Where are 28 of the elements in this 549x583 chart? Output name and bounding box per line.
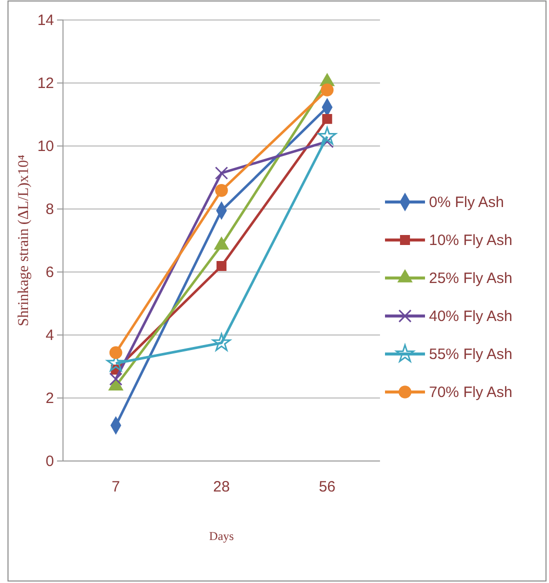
point <box>322 114 332 124</box>
legend-label: 10% Fly Ash <box>429 232 512 249</box>
point <box>214 166 228 180</box>
legend-label: 25% Fly Ash <box>429 270 512 287</box>
y-axis-title: Shrinkage strain (ΔL/L)x10⁴ <box>16 154 32 326</box>
x-axis-title: Days <box>209 529 234 543</box>
y-tick-label: 6 <box>46 264 54 281</box>
y-tick-label: 2 <box>46 390 54 407</box>
legend-label: 70% Fly Ash <box>429 384 512 401</box>
point <box>109 346 122 360</box>
legend-label: 40% Fly Ash <box>429 308 512 325</box>
y-tick-label: 12 <box>37 74 54 92</box>
point <box>216 261 226 271</box>
y-tick-label: 4 <box>46 326 54 344</box>
point <box>320 84 334 96</box>
point <box>215 184 228 197</box>
y-tick-label: 10 <box>37 138 54 155</box>
x-tick-label: 56 <box>318 478 336 496</box>
point <box>212 333 231 351</box>
point <box>318 126 336 145</box>
y-tick-label: 0 <box>46 452 54 470</box>
y-tick-label: 14 <box>37 12 54 29</box>
legend-label: 0% Fly Ash <box>429 194 504 211</box>
x-tick-label: 7 <box>112 478 120 496</box>
y-tick-label: 8 <box>46 200 54 218</box>
legend-label: 55% Fly Ash <box>429 346 512 363</box>
x-tick-label: 28 <box>213 478 230 496</box>
point <box>109 372 122 386</box>
